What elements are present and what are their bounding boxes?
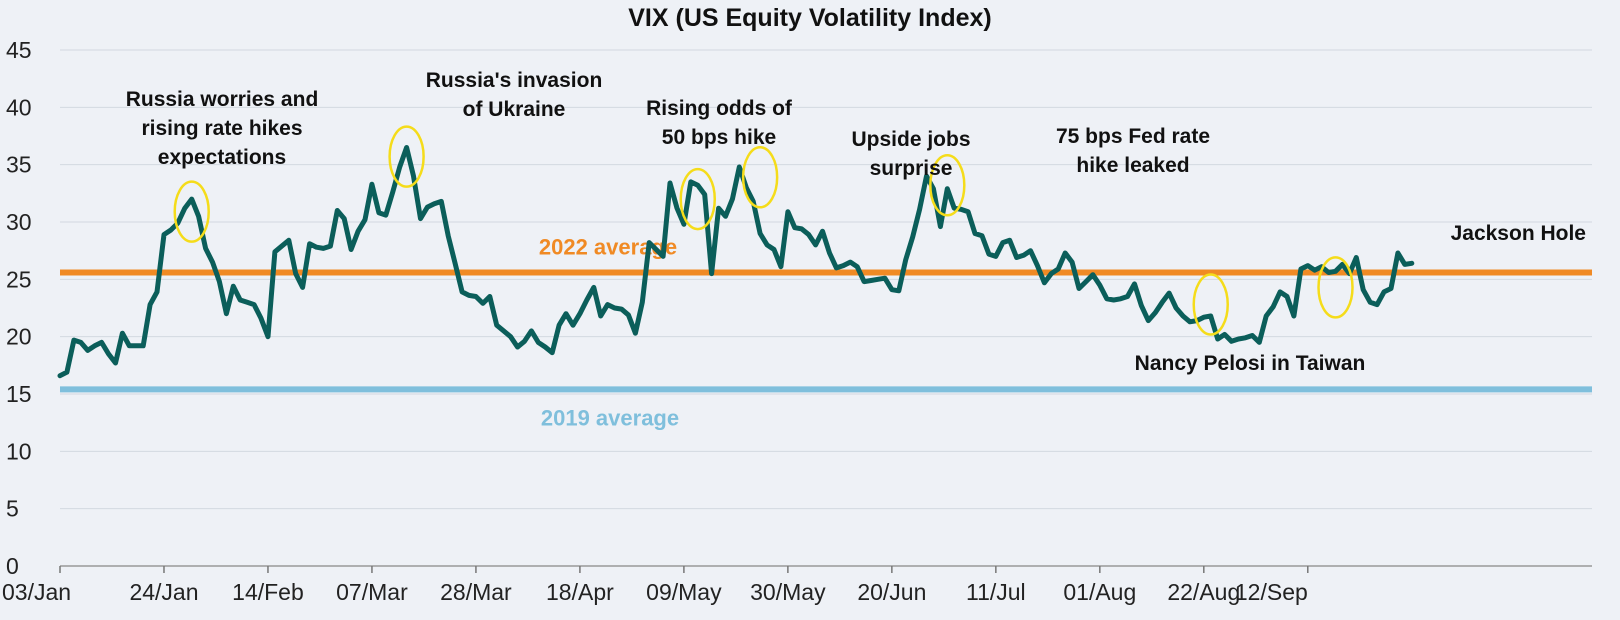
y-tick-label: 35 [6,152,32,178]
x-tick-label: 03/Jan [2,579,71,605]
event-highlight-circle [1317,256,1354,319]
x-tick-label: 09/May [646,579,722,605]
y-tick-label: 0 [6,553,19,579]
annotation-label: 75 bps Fed rate [1056,125,1210,148]
annotation-label: Russia's invasion [426,69,603,92]
annotation-label: expectations [158,146,286,169]
annotation-label: rising rate hikes [141,117,302,140]
annotation-label: 50 bps hike [662,126,776,149]
y-tick-label: 5 [6,496,19,522]
x-tick-label: 07/Mar [336,579,408,605]
x-tick-label: 12/Sep [1235,579,1308,605]
event-highlight-circle [929,154,966,217]
annotation-label: hike leaked [1076,154,1189,177]
x-tick-label: 30/May [750,579,826,605]
x-tick-label: 01/Aug [1063,579,1136,605]
x-tick-label: 20/Jun [857,579,926,605]
event-highlight-circle [741,146,779,209]
chart-title: VIX (US Equity Volatility Index) [628,4,991,32]
annotation-label: Jackson Hole [1451,222,1586,245]
event-highlight-circle [388,125,425,188]
y-tick-label: 40 [6,94,32,120]
x-tick-label: 14/Feb [232,579,304,605]
y-tick-label: 15 [6,381,32,407]
y-tick-label: 25 [6,266,32,292]
x-tick-label: 22/Aug [1167,579,1240,605]
y-tick-label: 20 [6,324,32,350]
x-tick-label: 11/Jul [966,579,1026,605]
x-tick-label: 18/Apr [546,579,614,605]
event-highlight-circle [173,180,210,243]
y-tick-label: 10 [6,438,32,464]
event-highlight-circle [679,167,717,231]
series-line [57,145,1415,379]
annotation-label: Russia worries and [126,88,319,111]
x-tick-label: 28/Mar [440,579,512,605]
x-tick-label: 24/Jan [129,579,198,605]
annotation-label: Upside jobs [851,128,970,151]
annotation-label: Nancy Pelosi in Taiwan [1135,352,1366,375]
y-tick-label: 45 [6,37,32,63]
annotation-label: surprise [870,157,953,180]
y-tick-label: 30 [6,209,32,235]
event-highlight-circle [1192,273,1229,336]
annotation-label: Rising odds of [646,97,793,120]
reference-line-label: 2019 average [541,405,679,430]
annotation-label: of Ukraine [463,98,566,121]
